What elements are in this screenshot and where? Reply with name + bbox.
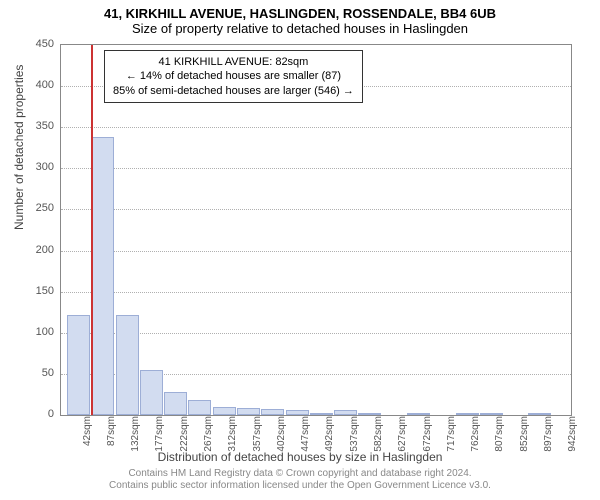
gridline (61, 127, 571, 128)
bar (188, 400, 211, 415)
bar (286, 410, 309, 415)
bar (213, 407, 236, 415)
footer-attribution: Contains HM Land Registry data © Crown c… (0, 468, 600, 492)
ytick-label: 200 (24, 244, 54, 256)
ytick-label: 450 (24, 38, 54, 50)
ytick-label: 50 (24, 367, 54, 379)
footer-line1: Contains HM Land Registry data © Crown c… (0, 468, 600, 480)
bar (310, 413, 333, 415)
bar (261, 409, 284, 415)
ytick-label: 250 (24, 202, 54, 214)
ytick-label: 350 (24, 120, 54, 132)
chart-title-desc: Size of property relative to detached ho… (0, 21, 600, 38)
ytick-label: 0 (24, 408, 54, 420)
gridline (61, 251, 571, 252)
bar (67, 315, 90, 415)
bar (116, 315, 139, 415)
bar (358, 413, 381, 415)
footer-line2: Contains public sector information licen… (0, 480, 600, 492)
callout-box: 41 KIRKHILL AVENUE: 82sqm ← 14% of detac… (104, 50, 363, 103)
gridline (61, 292, 571, 293)
ytick-label: 300 (24, 161, 54, 173)
bar (237, 408, 260, 415)
bar (480, 413, 503, 415)
callout-line3: 85% of semi-detached houses are larger (… (113, 84, 354, 98)
ytick-label: 100 (24, 326, 54, 338)
gridline (61, 168, 571, 169)
bar (334, 410, 357, 415)
ytick-label: 400 (24, 79, 54, 91)
bar (407, 413, 430, 415)
chart-area: 41 KIRKHILL AVENUE: 82sqm ← 14% of detac… (60, 44, 570, 414)
bar (91, 137, 114, 415)
bar (164, 392, 187, 415)
gridline (61, 209, 571, 210)
bar (140, 370, 163, 415)
x-axis-label: Distribution of detached houses by size … (0, 450, 600, 464)
bar (456, 413, 479, 415)
callout-line1: 41 KIRKHILL AVENUE: 82sqm (113, 55, 354, 69)
ytick-label: 150 (24, 285, 54, 297)
bar (528, 413, 551, 415)
chart-title-address: 41, KIRKHILL AVENUE, HASLINGDEN, ROSSEND… (0, 0, 600, 21)
marker-line (91, 45, 93, 415)
callout-line2: ← 14% of detached houses are smaller (87… (113, 69, 354, 83)
